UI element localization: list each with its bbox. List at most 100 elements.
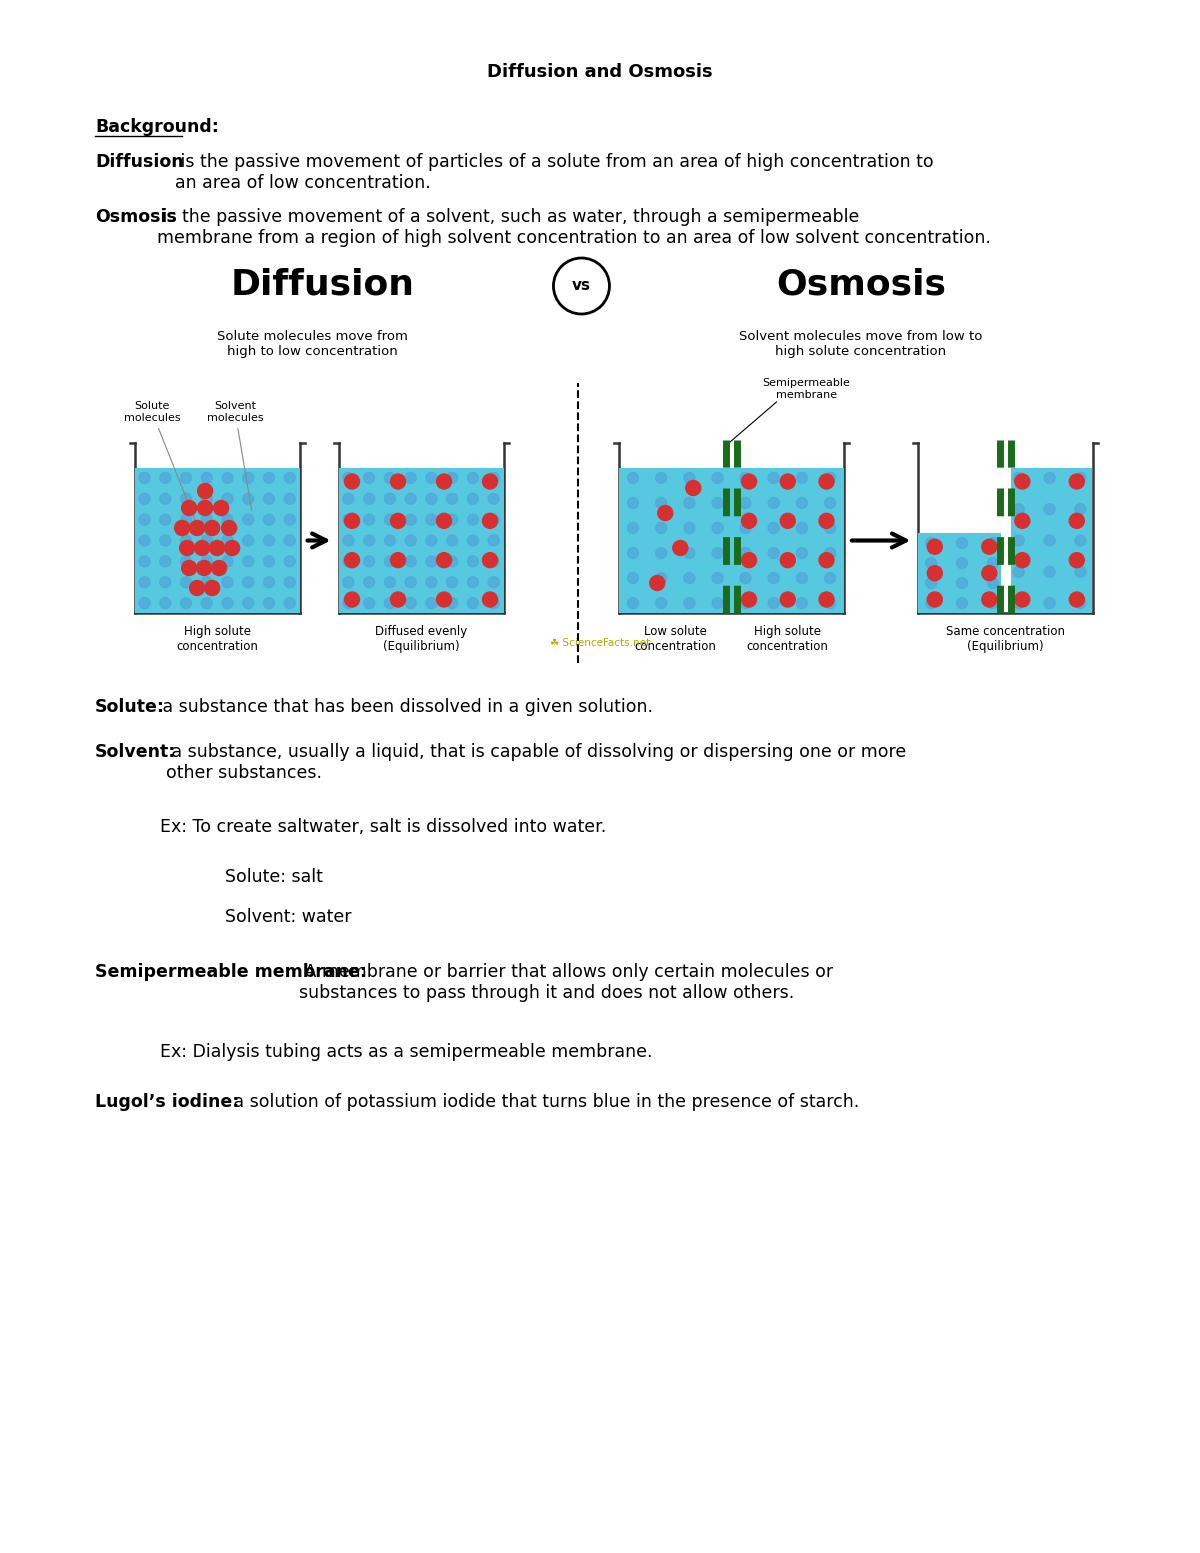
Circle shape: [426, 494, 437, 505]
Text: Diffusion: Diffusion: [95, 154, 184, 171]
Circle shape: [343, 472, 354, 483]
Circle shape: [467, 556, 479, 567]
Circle shape: [768, 472, 779, 483]
Circle shape: [467, 598, 479, 609]
Circle shape: [210, 540, 224, 556]
Circle shape: [684, 598, 695, 609]
Circle shape: [1075, 534, 1086, 547]
Text: Solute molecules move from
high to low concentration: Solute molecules move from high to low c…: [217, 329, 408, 359]
Circle shape: [673, 540, 688, 556]
Circle shape: [180, 598, 192, 609]
Circle shape: [797, 598, 808, 609]
Circle shape: [242, 534, 253, 547]
FancyBboxPatch shape: [918, 533, 1001, 613]
Circle shape: [740, 573, 751, 584]
Circle shape: [198, 483, 212, 499]
Circle shape: [180, 472, 192, 483]
Text: vs: vs: [572, 278, 590, 294]
Circle shape: [160, 576, 170, 587]
Circle shape: [1015, 592, 1030, 607]
Circle shape: [190, 581, 205, 595]
Circle shape: [684, 548, 695, 559]
Circle shape: [824, 497, 835, 508]
Circle shape: [426, 514, 437, 525]
Circle shape: [384, 472, 396, 483]
Circle shape: [426, 576, 437, 587]
Circle shape: [488, 534, 499, 547]
Circle shape: [482, 592, 498, 607]
Circle shape: [628, 522, 638, 534]
Circle shape: [982, 592, 997, 607]
Circle shape: [1015, 553, 1030, 568]
Circle shape: [202, 472, 212, 483]
Circle shape: [180, 534, 192, 547]
Circle shape: [343, 494, 354, 505]
Circle shape: [222, 520, 236, 536]
Circle shape: [426, 556, 437, 567]
Circle shape: [406, 494, 416, 505]
Circle shape: [684, 573, 695, 584]
Circle shape: [284, 576, 295, 587]
Circle shape: [284, 494, 295, 505]
Circle shape: [214, 500, 229, 516]
Circle shape: [139, 556, 150, 567]
Circle shape: [1044, 503, 1055, 514]
Circle shape: [488, 494, 499, 505]
Circle shape: [437, 553, 451, 568]
Circle shape: [956, 537, 967, 548]
Circle shape: [988, 537, 998, 548]
Text: a solution of potassium iodide that turns blue in the presence of starch.: a solution of potassium iodide that turn…: [228, 1093, 859, 1110]
Circle shape: [202, 598, 212, 609]
Circle shape: [797, 497, 808, 508]
Circle shape: [742, 553, 756, 568]
Circle shape: [160, 556, 170, 567]
Text: Solute
molecules: Solute molecules: [124, 401, 202, 536]
Text: Ex: To create saltwater, salt is dissolved into water.: Ex: To create saltwater, salt is dissolv…: [160, 818, 606, 836]
Circle shape: [364, 576, 374, 587]
Circle shape: [406, 598, 416, 609]
Text: Diffused evenly
(Equilibrium): Diffused evenly (Equilibrium): [374, 624, 467, 652]
Circle shape: [181, 561, 197, 576]
Circle shape: [467, 576, 479, 587]
Circle shape: [797, 573, 808, 584]
Circle shape: [202, 514, 212, 525]
Circle shape: [222, 472, 233, 483]
Circle shape: [712, 522, 724, 534]
Circle shape: [344, 474, 360, 489]
Circle shape: [264, 556, 275, 567]
Circle shape: [264, 598, 275, 609]
Circle shape: [160, 598, 170, 609]
Circle shape: [740, 522, 751, 534]
Circle shape: [180, 556, 192, 567]
Circle shape: [1069, 553, 1085, 568]
Circle shape: [264, 534, 275, 547]
Circle shape: [198, 500, 212, 516]
Circle shape: [655, 573, 667, 584]
Circle shape: [284, 598, 295, 609]
Circle shape: [628, 548, 638, 559]
Circle shape: [205, 581, 220, 595]
Circle shape: [284, 556, 295, 567]
Circle shape: [139, 534, 150, 547]
Circle shape: [390, 592, 406, 607]
Circle shape: [242, 514, 253, 525]
Circle shape: [364, 514, 374, 525]
Circle shape: [768, 497, 779, 508]
Circle shape: [222, 556, 233, 567]
Circle shape: [242, 556, 253, 567]
Circle shape: [222, 514, 233, 525]
Circle shape: [925, 598, 937, 609]
Circle shape: [343, 598, 354, 609]
Circle shape: [446, 514, 457, 525]
Text: Osmosis: Osmosis: [776, 269, 946, 301]
Circle shape: [197, 561, 211, 576]
Circle shape: [1075, 598, 1086, 609]
Circle shape: [1015, 474, 1030, 489]
Circle shape: [768, 522, 779, 534]
Circle shape: [488, 576, 499, 587]
Circle shape: [437, 592, 451, 607]
Circle shape: [820, 592, 834, 607]
Text: Lugol’s iodine:: Lugol’s iodine:: [95, 1093, 239, 1110]
Circle shape: [384, 576, 396, 587]
Text: Diffusion and Osmosis: Diffusion and Osmosis: [487, 64, 713, 81]
